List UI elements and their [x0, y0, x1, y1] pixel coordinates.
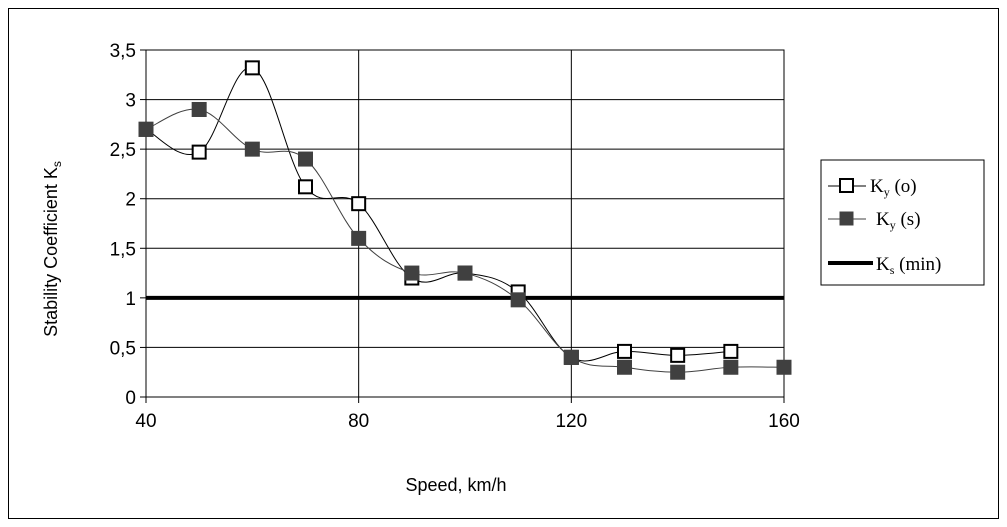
y-tick-label: 2,5 — [110, 140, 136, 161]
data-point-ky-o — [244, 60, 260, 76]
y-tick-label: 1 — [125, 289, 136, 310]
series-line-ky-s — [145, 108, 785, 373]
x-axis-ticks: 40 80 120 160 — [135, 397, 800, 432]
data-point-ky-o — [723, 343, 739, 359]
data-point-ky-s — [351, 230, 367, 246]
y-axis-ticks: 0 0,5 1 1,5 2 2,5 3 3,5 — [110, 41, 146, 409]
y-axis-title-subscript: s — [50, 161, 64, 167]
data-point-ky-s — [298, 151, 313, 167]
legend-label-ky-s: Ky (s) — [876, 209, 921, 232]
data-point-ky-s — [510, 292, 526, 308]
data-point-ky-s — [244, 141, 260, 157]
data-point-ky-o — [191, 144, 207, 160]
y-tick-label: 2 — [125, 190, 136, 211]
data-point-ky-o — [670, 347, 686, 363]
x-tick-label: 120 — [555, 411, 587, 432]
data-point-ky-s — [723, 359, 739, 375]
data-point-ky-s — [457, 265, 473, 281]
data-point-ky-s — [563, 349, 579, 365]
data-point-ky-o — [617, 343, 632, 359]
y-tick-label: 1,5 — [110, 239, 136, 260]
y-tick-label: 0,5 — [110, 338, 136, 359]
x-tick-label: 160 — [768, 411, 800, 432]
plot-area-border — [145, 49, 785, 398]
grid — [145, 49, 785, 398]
y-tick-label: 3,5 — [110, 41, 136, 62]
legend-label-ks-min: Ks (min) — [876, 254, 941, 277]
x-tick-label: 80 — [348, 411, 369, 432]
data-point-ky-s — [138, 121, 154, 137]
x-axis-title: Speed, km/h — [405, 475, 506, 495]
x-tick-label: 40 — [135, 411, 156, 432]
legend-label-ky-o: Ky (o) — [870, 176, 917, 199]
y-axis-title: Stability Coefficient Ks — [41, 161, 64, 337]
y-tick-label: 0 — [125, 388, 136, 409]
data-point-ky-o — [298, 179, 313, 195]
data-point-ky-s — [617, 359, 632, 375]
legend: Ky (o) Ky (s) Ks (min) — [820, 159, 985, 286]
data-point-ky-s — [670, 364, 686, 380]
data-point-ky-o — [351, 196, 367, 212]
data-point-ky-s — [191, 101, 207, 117]
y-axis-title-main: Stability Coefficient K — [41, 167, 61, 337]
legend-marker-filled-square — [839, 211, 854, 226]
data-point-ky-s — [776, 359, 792, 375]
series-line-ky-o — [145, 67, 731, 362]
data-point-ky-s — [404, 265, 420, 281]
series-layer — [138, 60, 792, 380]
legend-marker-open-square — [839, 178, 854, 193]
y-tick-label: 3 — [125, 91, 136, 112]
